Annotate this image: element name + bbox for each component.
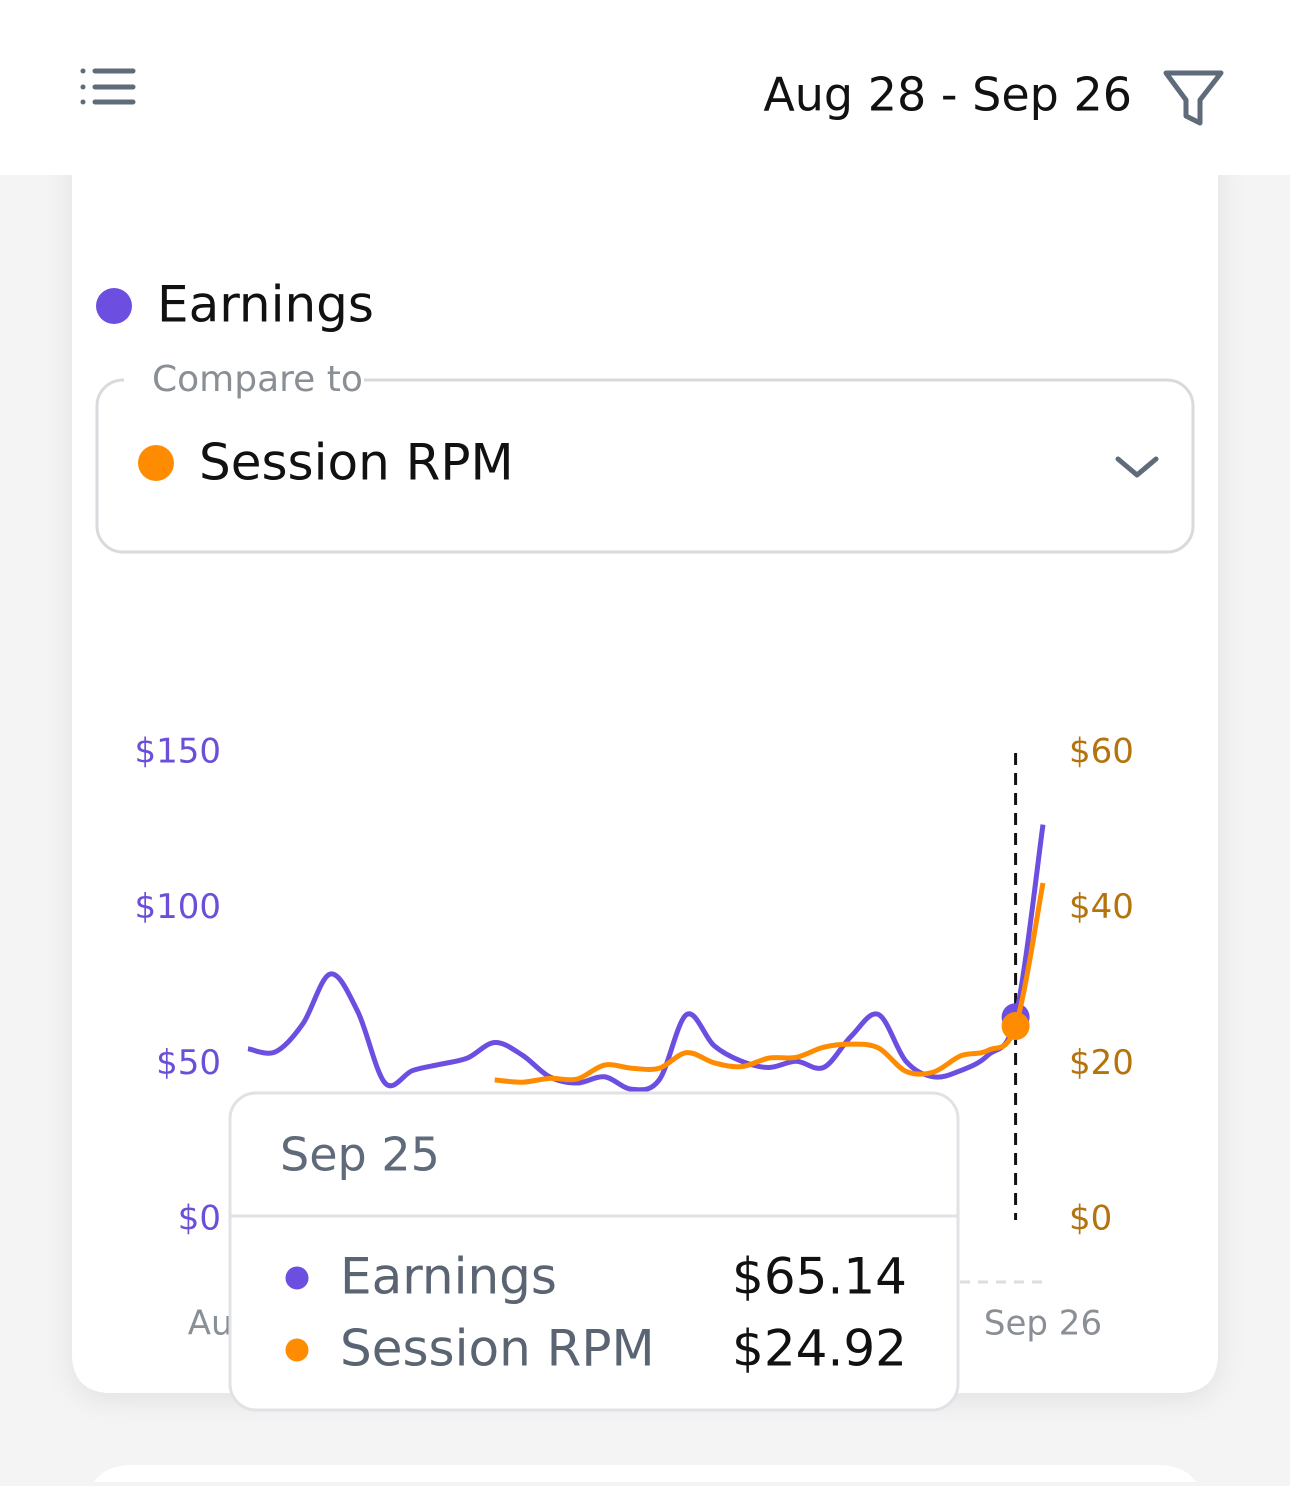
compare-label: Compare to <box>152 359 363 400</box>
tooltip: Sep 25 Earnings $65.14 Session RPM $24.92 <box>228 1091 960 1412</box>
y2-tick-label: $0 <box>1069 1199 1112 1239</box>
compare-value: Session RPM <box>199 434 514 492</box>
compare-select[interactable] <box>95 378 1195 554</box>
series-line <box>494 882 1046 1085</box>
tooltip-value: $24.92 <box>732 1320 907 1378</box>
next-card <box>91 1465 1199 1486</box>
x-tick-label: Sep 26 <box>984 1304 1102 1344</box>
legend-label: Earnings <box>157 276 374 334</box>
compare-dot <box>138 445 174 481</box>
y-tick-label: $100 <box>134 887 221 927</box>
y2-tick-label: $20 <box>1069 1043 1134 1083</box>
dropdown-chevron[interactable] <box>1115 456 1159 478</box>
tooltip-date: Sep 25 <box>280 1128 440 1182</box>
date-range[interactable]: Aug 28 - Sep 26 <box>763 68 1132 122</box>
menu-button[interactable] <box>80 68 136 105</box>
y-tick-label: $50 <box>156 1043 221 1083</box>
tooltip-dot <box>282 1263 312 1293</box>
y-tick-label: $150 <box>134 732 221 772</box>
chart-card <box>72 150 1218 1393</box>
filter-button[interactable] <box>1163 70 1224 126</box>
hover-point <box>1001 1012 1030 1041</box>
y-tick-label: $0 <box>178 1199 221 1239</box>
top-bar <box>0 0 1290 175</box>
y2-tick-label: $60 <box>1069 732 1134 772</box>
tooltip-series: Earnings <box>340 1248 557 1306</box>
legend-dot <box>96 288 132 324</box>
tooltip-box <box>228 1091 960 1412</box>
label-gap <box>124 362 364 398</box>
tooltip-value: $65.14 <box>732 1248 907 1306</box>
tooltip-dot <box>282 1335 312 1365</box>
y2-tick-label: $40 <box>1069 887 1134 927</box>
tooltip-series: Session RPM <box>340 1320 655 1378</box>
